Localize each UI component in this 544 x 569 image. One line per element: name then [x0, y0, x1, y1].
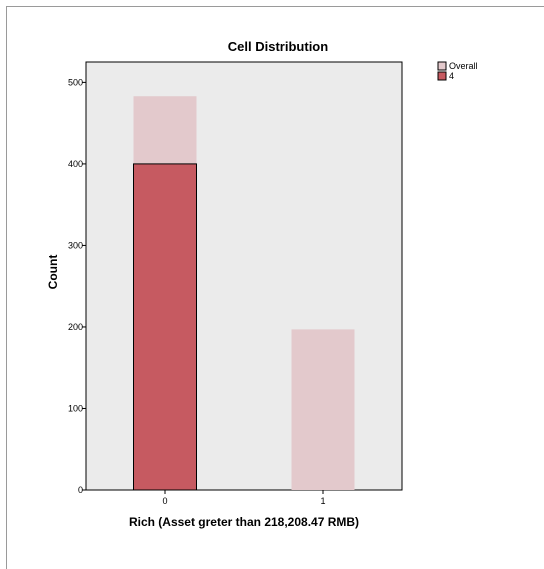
legend-label-4: 4: [449, 71, 454, 81]
y-tick-label-400: 400: [68, 159, 83, 169]
y-tick-label-0: 0: [78, 485, 83, 495]
bars-group: [133, 96, 355, 491]
x-tick-label-0: 0: [162, 496, 167, 506]
y-tick-label-200: 200: [68, 322, 83, 332]
frame-left-border: [6, 6, 7, 569]
legend-swatch-Overall: [437, 61, 447, 71]
x-tick-label-1: 1: [320, 496, 325, 506]
chart-title: Cell Distribution: [228, 39, 328, 54]
y-tick-label-300: 300: [68, 240, 83, 250]
x-axis-title: Rich (Asset greter than 218,208.47 RMB): [129, 515, 359, 529]
legend-label-Overall: Overall: [449, 61, 478, 71]
frame-top-border: [6, 6, 544, 7]
bar-4-0: [133, 163, 197, 491]
y-tick-label-100: 100: [68, 403, 83, 413]
bar-Overall-1: [291, 329, 355, 490]
y-axis-title: Count: [46, 255, 60, 290]
y-tick-label-500: 500: [68, 77, 83, 87]
legend-swatch-4: [437, 71, 447, 81]
y-axis: 0 100 200 300 400 500: [68, 77, 86, 495]
